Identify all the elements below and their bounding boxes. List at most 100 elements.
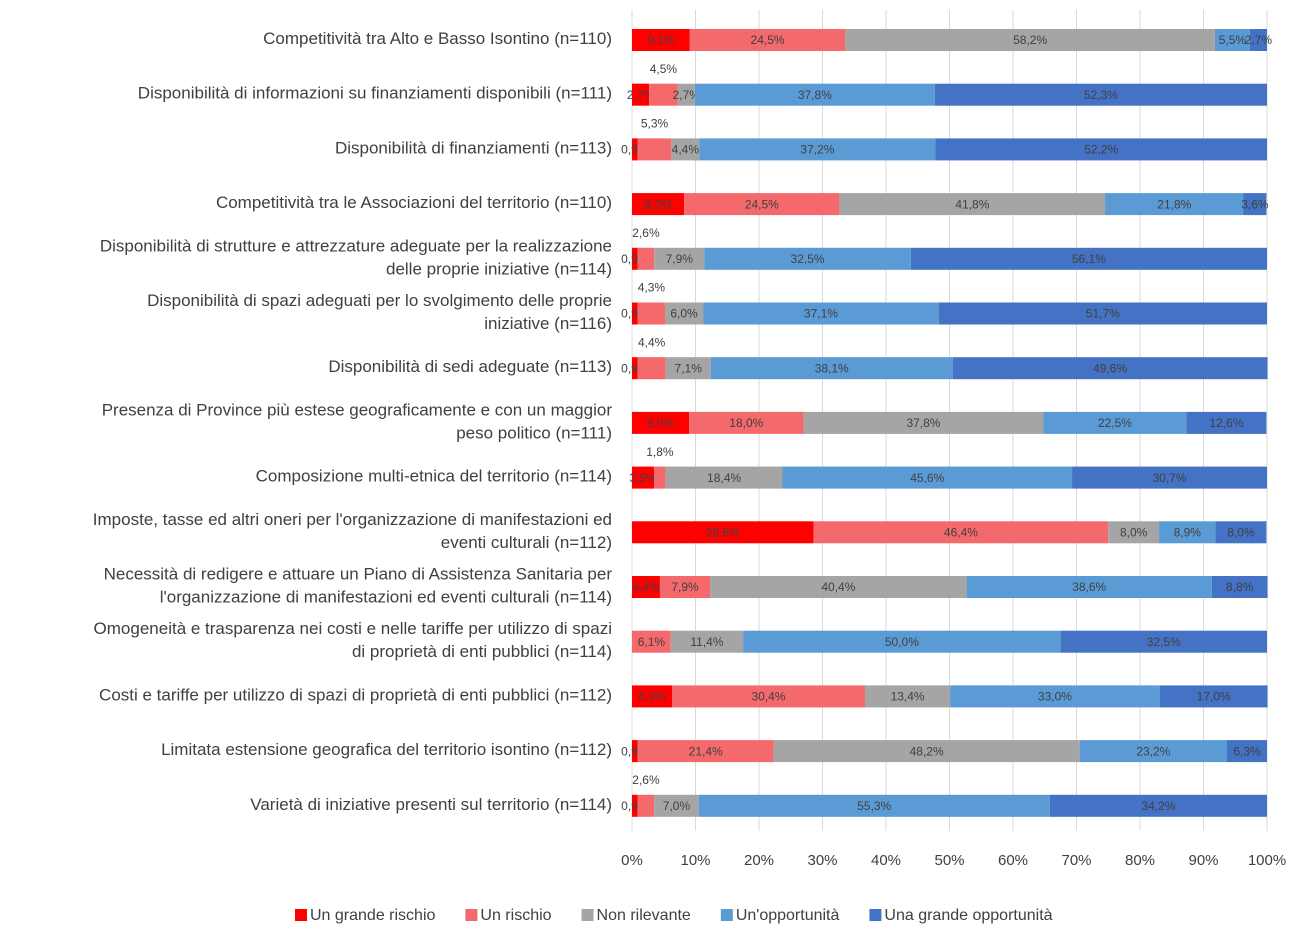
data-label: 2,7% — [627, 88, 655, 102]
bar-segment — [665, 466, 783, 489]
bar-segment — [670, 630, 744, 653]
category-label: Omogeneità e trasparenza nei costi e nel… — [94, 620, 612, 662]
bar-segment — [677, 83, 695, 106]
bar-segment — [699, 138, 936, 161]
bar-segment — [637, 740, 774, 763]
bar-segment — [671, 138, 700, 161]
bar-segment — [632, 193, 685, 216]
data-label: 4,4% — [632, 580, 660, 594]
data-label: 38,1% — [815, 361, 849, 375]
bar-segment — [1105, 193, 1244, 216]
data-label: 2,6% — [632, 773, 660, 787]
bar-segment — [632, 576, 660, 598]
bar-segment — [950, 685, 1160, 708]
category-label: Disponibilità di spazi adeguati per lo s… — [147, 291, 612, 333]
data-label: 12,6% — [1209, 416, 1243, 430]
bar-segment — [689, 29, 846, 51]
category-label: Limitata estensione geografica del terri… — [161, 741, 612, 760]
bar-segment — [684, 193, 840, 216]
data-label: 58,2% — [1013, 33, 1047, 47]
x-tick-label: 10% — [680, 852, 710, 869]
bar-segment — [632, 630, 671, 653]
bar-segment — [637, 138, 672, 161]
bar-segment — [637, 794, 655, 817]
data-label: 6,3% — [1233, 744, 1261, 758]
data-label: 37,8% — [798, 88, 832, 102]
bar-segment — [1214, 29, 1250, 51]
data-label: 22,5% — [1098, 416, 1132, 430]
data-label: 2,6% — [632, 226, 660, 240]
data-label: 7,0% — [663, 799, 691, 813]
bar-segment — [632, 685, 673, 708]
data-label: 3,5% — [629, 471, 657, 485]
bar-segment — [1226, 740, 1267, 763]
bar-segment — [934, 83, 1267, 106]
x-tick-label: 40% — [871, 852, 901, 869]
bar-segment — [1108, 521, 1160, 544]
x-tick-label: 0% — [621, 852, 643, 869]
data-label: 32,5% — [791, 252, 825, 266]
category-label: Presenza di Province più estese geografi… — [102, 401, 613, 443]
data-label: 38,6% — [1072, 580, 1106, 594]
category-label: Varietà di iniziative presenti sul terri… — [250, 795, 612, 814]
data-label: 30,7% — [1153, 471, 1187, 485]
data-label: 6,0% — [670, 307, 698, 321]
bar-segment — [694, 83, 935, 106]
data-label: 7,9% — [666, 252, 694, 266]
bar-segment — [632, 521, 814, 544]
data-label: 6,1% — [638, 635, 666, 649]
bar-segment — [952, 357, 1268, 380]
data-label: 21,4% — [689, 744, 723, 758]
data-label: 3,6% — [1241, 197, 1269, 211]
data-label: 18,4% — [707, 471, 741, 485]
data-label: 37,1% — [804, 307, 838, 321]
bar-segment — [839, 193, 1106, 216]
data-label: 8,0% — [1120, 525, 1148, 539]
category-label: Disponibilità di informazioni su finanzi… — [138, 84, 612, 103]
data-label: 4,3% — [638, 281, 666, 295]
data-label: 52,3% — [1084, 88, 1118, 102]
bar-segment — [632, 411, 690, 434]
category-label: Disponibilità di sedi adeguate (n=113) — [328, 358, 612, 377]
bar-segment — [773, 740, 1080, 763]
data-label: 46,4% — [944, 525, 978, 539]
x-tick-label: 100% — [1248, 852, 1286, 869]
data-label: 37,8% — [906, 416, 940, 430]
data-label: 56,1% — [1072, 252, 1106, 266]
data-label: 34,2% — [1141, 799, 1175, 813]
data-label: 24,5% — [745, 197, 779, 211]
data-label: 2,7% — [673, 88, 701, 102]
data-label: 4,4% — [672, 143, 700, 157]
data-label: 8,8% — [1226, 580, 1254, 594]
data-label: 33,0% — [1038, 690, 1072, 704]
data-label: 6,3% — [638, 690, 666, 704]
bar-segment — [632, 794, 638, 817]
bar-segment — [1043, 411, 1187, 434]
data-label: 40,4% — [821, 580, 855, 594]
data-label: 50,0% — [885, 635, 919, 649]
bar-segment — [782, 466, 1073, 489]
legend-label: Non rilevante — [597, 907, 691, 924]
data-label: 9,0% — [647, 416, 675, 430]
x-tick-label: 60% — [998, 852, 1028, 869]
bar-segment — [710, 357, 953, 380]
x-tick-label: 50% — [934, 852, 964, 869]
bar-segment — [632, 357, 638, 380]
data-label: 49,6% — [1093, 361, 1127, 375]
bar-segment — [704, 247, 911, 270]
bar-segment — [1072, 466, 1267, 489]
data-label: 5,5% — [1219, 33, 1247, 47]
data-label: 30,4% — [752, 690, 786, 704]
bar-segment — [632, 466, 655, 489]
data-label: 8,2% — [644, 197, 672, 211]
x-tick-label: 20% — [744, 852, 774, 869]
data-label: 45,6% — [910, 471, 944, 485]
bar-segment — [1079, 740, 1227, 763]
bar-segment — [649, 83, 678, 106]
data-label: 13,4% — [891, 690, 925, 704]
data-label: 4,4% — [638, 335, 666, 349]
bar-segment — [632, 740, 638, 763]
data-label: 52,2% — [1084, 143, 1118, 157]
data-label: 51,7% — [1086, 307, 1120, 321]
legend-label: Un rischio — [480, 907, 551, 924]
